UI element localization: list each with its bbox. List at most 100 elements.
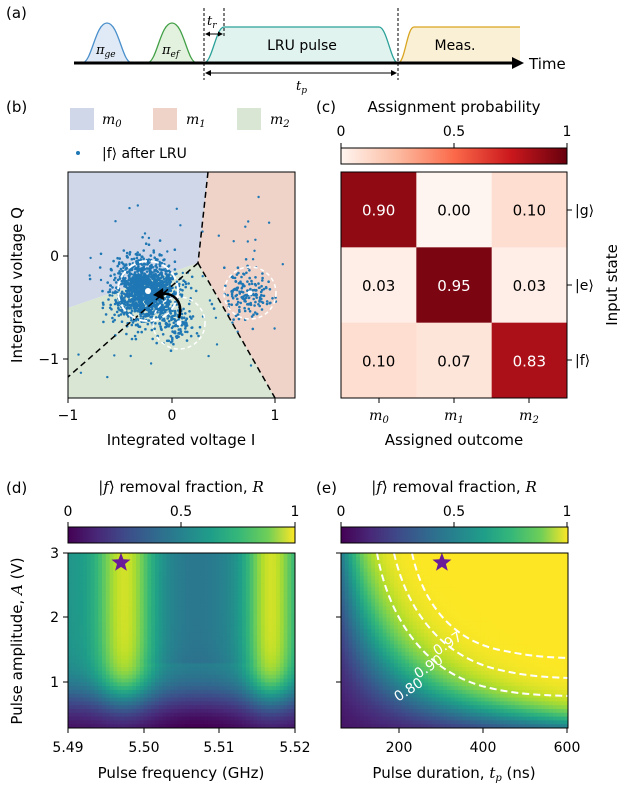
heatmap-cell bbox=[260, 697, 266, 702]
heatmap-cell bbox=[196, 697, 202, 702]
scatter-point bbox=[268, 288, 272, 291]
scatter-point bbox=[231, 321, 234, 324]
heatmap-cell bbox=[344, 667, 350, 672]
heatmap-cell bbox=[105, 724, 111, 728]
scatter-point bbox=[158, 260, 161, 264]
heatmap-cell bbox=[264, 572, 270, 577]
heatmap-cell bbox=[139, 712, 145, 718]
heatmap-cell bbox=[86, 686, 92, 691]
heatmap-cell bbox=[344, 553, 350, 558]
scatter-point bbox=[165, 322, 169, 326]
heatmap-cell bbox=[158, 613, 164, 619]
heatmap-cell bbox=[238, 724, 243, 728]
heatmap-cell bbox=[367, 648, 372, 653]
heatmap-cell bbox=[215, 663, 220, 668]
heatmap-cell bbox=[226, 708, 232, 714]
heatmap-cell bbox=[245, 644, 251, 649]
scatter-point bbox=[175, 272, 178, 276]
heatmap-cell bbox=[242, 689, 247, 695]
heatmap-cell bbox=[139, 553, 145, 558]
heatmap-cell bbox=[283, 701, 289, 706]
scatter-point bbox=[120, 320, 124, 324]
heatmap-cell bbox=[226, 575, 232, 581]
scatter-point bbox=[261, 276, 264, 280]
heatmap-cell bbox=[192, 651, 198, 657]
heatmap-cell bbox=[120, 575, 126, 581]
heatmap-cell bbox=[147, 636, 152, 642]
heatmap-cell bbox=[166, 659, 171, 664]
heatmap-cell bbox=[139, 708, 145, 714]
heatmap-cell bbox=[143, 591, 149, 596]
heatmap-cell bbox=[363, 629, 369, 634]
scatter-point bbox=[171, 336, 174, 340]
heatmap-cell bbox=[257, 655, 262, 661]
heatmap-cell bbox=[132, 667, 137, 672]
heatmap-cell bbox=[253, 712, 258, 718]
scatter-point bbox=[161, 333, 165, 336]
heatmap-cell bbox=[132, 613, 137, 619]
heatmap-cell bbox=[83, 617, 88, 623]
heatmap-cell bbox=[215, 636, 220, 642]
scatter-point bbox=[142, 257, 145, 261]
heatmap-cell bbox=[79, 640, 84, 645]
heatmap-cell bbox=[287, 674, 292, 680]
heatmap-cell bbox=[215, 708, 220, 714]
heatmap-cell bbox=[177, 644, 183, 649]
e-cbar-tick-1: 1 bbox=[563, 504, 572, 520]
heatmap-cell bbox=[170, 625, 175, 630]
heatmap-cell bbox=[223, 568, 228, 573]
heatmap-cell bbox=[352, 712, 357, 718]
heatmap-cell bbox=[155, 583, 160, 588]
heatmap-cell bbox=[105, 674, 111, 680]
heatmap-cell bbox=[359, 655, 365, 661]
heatmap-cell bbox=[348, 568, 353, 573]
heatmap-cell bbox=[177, 610, 183, 615]
heatmap-cell bbox=[128, 708, 133, 714]
heatmap-cell bbox=[245, 701, 251, 706]
heatmap-cell bbox=[196, 560, 202, 566]
heatmap-cell bbox=[162, 705, 167, 710]
heatmap-cell bbox=[352, 651, 357, 657]
heatmap-cell bbox=[344, 716, 350, 721]
heatmap-cell bbox=[71, 572, 77, 577]
heatmap-cell bbox=[71, 651, 77, 657]
heatmap-cell bbox=[276, 708, 281, 714]
scatter-point bbox=[137, 325, 141, 329]
heatmap-cell bbox=[189, 575, 194, 581]
heatmap-cell bbox=[117, 575, 122, 581]
heatmap-cell bbox=[75, 701, 80, 706]
legend-m2: m2 bbox=[270, 112, 290, 130]
heatmap-cell bbox=[234, 625, 239, 630]
heatmap-cell bbox=[356, 708, 361, 714]
heatmap-cell bbox=[173, 708, 179, 714]
heatmap-cell bbox=[75, 629, 80, 634]
heatmap-cell bbox=[105, 689, 111, 695]
heatmap-cell bbox=[75, 575, 80, 581]
heatmap-cell bbox=[86, 670, 92, 676]
panel-label-b: (b) bbox=[6, 98, 27, 116]
heatmap-cell bbox=[90, 560, 96, 566]
heatmap-cell bbox=[151, 625, 156, 630]
heatmap-cell bbox=[120, 655, 126, 661]
heatmap-cell bbox=[192, 621, 198, 626]
heatmap-cell bbox=[109, 594, 114, 600]
heatmap-cell bbox=[98, 648, 103, 653]
heatmap-cell bbox=[249, 682, 254, 687]
scatter-point bbox=[164, 286, 168, 290]
heatmap-cell bbox=[367, 697, 372, 702]
heatmap-cell bbox=[120, 682, 126, 687]
heatmap-cell bbox=[352, 655, 357, 661]
heatmap-cell bbox=[105, 708, 111, 714]
heatmap-cell bbox=[276, 610, 281, 615]
heatmap-cell bbox=[162, 575, 167, 581]
heatmap-cell bbox=[279, 625, 285, 630]
heatmap-cell bbox=[98, 674, 103, 680]
scatter-point bbox=[184, 327, 187, 330]
heatmap-cell bbox=[173, 716, 179, 721]
heatmap-cell bbox=[102, 716, 107, 721]
heatmap-cell bbox=[211, 602, 217, 607]
heatmap-cell bbox=[124, 617, 130, 623]
heatmap-cell bbox=[158, 686, 164, 691]
heatmap-cell bbox=[192, 632, 198, 638]
scatter-point bbox=[233, 276, 237, 280]
